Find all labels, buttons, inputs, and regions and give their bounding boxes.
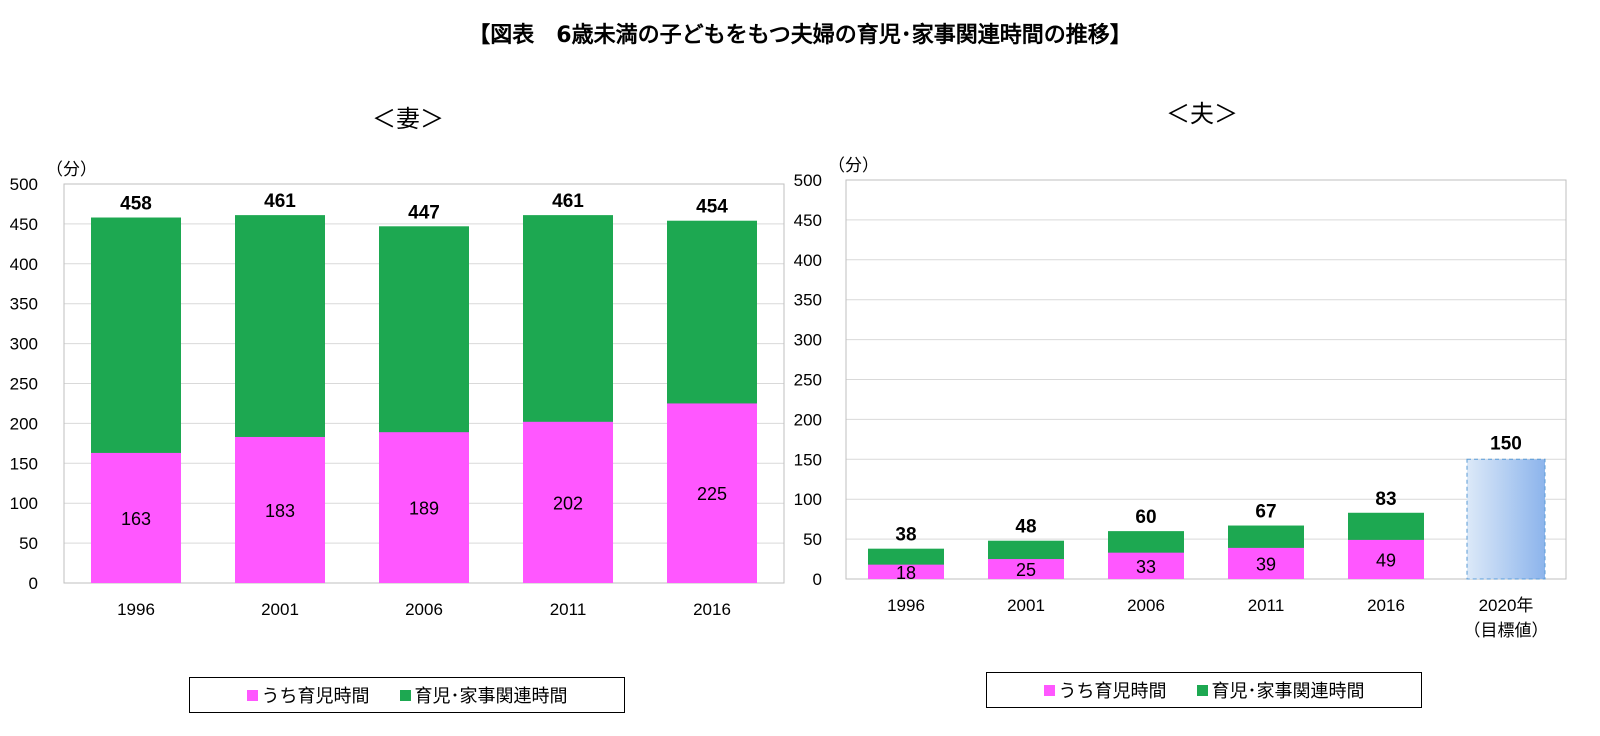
wife-total-value-label: 461 [552, 191, 584, 212]
wife-y-tick-label: 50 [19, 534, 38, 553]
wife-childcare-value-label: 163 [121, 509, 151, 529]
husband-bar-childcare [868, 564, 944, 579]
wife-childcare-value-label: 189 [409, 499, 439, 519]
wife-bar-childcare [379, 432, 469, 583]
husband-plot-frame [845, 179, 1567, 580]
husband-y-tick-label: 500 [794, 171, 822, 190]
husband-unit-label: （分） [828, 156, 879, 176]
husband-x-tick-label: 1996 [887, 596, 925, 615]
wife-y-tick-label: 0 [29, 574, 38, 593]
husband-x-tick-label: 2011 [1248, 596, 1285, 615]
wife-y-tick-label: 400 [10, 255, 38, 274]
husband-y-tick-label: 450 [794, 211, 822, 230]
husband-bar-childcare [1108, 552, 1184, 579]
wife-childcare-value-label: 183 [265, 501, 295, 521]
husband-bar-childcare [988, 559, 1064, 579]
childcare-swatch [246, 689, 258, 701]
wife-x-tick-label: 2016 [693, 600, 731, 619]
husband-x-tick-label: 2020年 [1479, 596, 1534, 615]
husband-y-tick-label: 150 [794, 450, 822, 469]
husband-y-tick-label: 50 [803, 530, 822, 549]
husband-childcare-value-label: 33 [1136, 557, 1156, 577]
wife-legend: うち育児時間 育児･家事関連時間 [189, 677, 625, 713]
wife-total-value-label: 447 [408, 202, 440, 223]
husband-y-tick-label: 200 [794, 410, 822, 429]
husband-total-value-label: 48 [1015, 517, 1036, 538]
wife-legend-total-label: 育児･家事関連時間 [414, 686, 568, 707]
wife-legend-childcare: うち育児時間 [246, 682, 370, 708]
husband-bar-childcare [1228, 547, 1304, 579]
husband-total-value-label: 38 [895, 525, 916, 546]
husband-bar-childcare [1348, 539, 1424, 579]
husband-target-sublabel: （目標値） [1464, 621, 1549, 641]
wife-y-tick-label: 250 [10, 375, 38, 394]
husband-legend-childcare: うち育児時間 [1043, 677, 1167, 703]
wife-legend-childcare-label: うち育児時間 [261, 686, 370, 707]
husband-x-tick-label: 2001 [1007, 596, 1045, 615]
husband-y-tick-label: 300 [794, 331, 822, 350]
wife-y-tick-label: 200 [10, 414, 38, 433]
wife-bar-childcare [667, 403, 757, 583]
wife-x-tick-label: 2011 [550, 600, 587, 619]
husband-total-value-label: 83 [1375, 489, 1396, 510]
husband-legend-childcare-label: うち育児時間 [1058, 681, 1167, 702]
wife-x-tick-label: 1996 [117, 600, 155, 619]
wife-x-tick-label: 2006 [405, 600, 443, 619]
wife-y-tick-label: 100 [10, 494, 38, 513]
wife-total-value-label: 454 [696, 197, 728, 218]
wife-bar-childcare [523, 421, 613, 583]
wife-x-tick-label: 2001 [261, 600, 299, 619]
husband-childcare-value-label: 18 [896, 563, 916, 583]
childcare-swatch [1043, 684, 1055, 696]
husband-y-tick-label: 0 [813, 570, 822, 589]
husband-childcare-value-label: 25 [1016, 560, 1036, 580]
husband-childcare-value-label: 39 [1256, 554, 1276, 574]
husband-legend-total: 育児･家事関連時間 [1196, 677, 1365, 703]
wife-subtitle: ＜妻＞ [372, 105, 444, 133]
wife-legend-total: 育児･家事関連時間 [399, 682, 568, 708]
husband-total-value-label: 67 [1255, 502, 1276, 523]
husband-legend: うち育児時間 育児･家事関連時間 [986, 672, 1422, 708]
husband-total-value-label: 60 [1135, 507, 1156, 528]
husband-y-tick-label: 250 [794, 371, 822, 390]
wife-total-value-label: 458 [120, 194, 152, 215]
chart-main-title: 【図表 6歳未満の子どもをもつ夫婦の育児･家事関連時間の推移】 [468, 23, 1132, 48]
wife-childcare-value-label: 202 [553, 493, 583, 513]
husband-x-tick-label: 2016 [1367, 596, 1405, 615]
wife-y-tick-label: 500 [10, 175, 38, 194]
wife-y-tick-label: 300 [10, 335, 38, 354]
husband-bar-target [1466, 458, 1546, 580]
wife-y-tick-label: 350 [10, 295, 38, 314]
husband-y-tick-label: 400 [794, 251, 822, 270]
husband-x-tick-label: 2006 [1127, 596, 1165, 615]
husband-subtitle: ＜夫＞ [1166, 100, 1238, 128]
husband-childcare-value-label: 49 [1376, 550, 1396, 570]
husband-legend-total-label: 育児･家事関連時間 [1211, 681, 1365, 702]
housework-swatch [1196, 684, 1208, 696]
wife-y-tick-label: 150 [10, 454, 38, 473]
wife-y-tick-label: 450 [10, 215, 38, 234]
wife-childcare-value-label: 225 [697, 484, 727, 504]
wife-bar-childcare [235, 436, 325, 583]
husband-y-tick-label: 350 [794, 291, 822, 310]
husband-y-tick-label: 100 [794, 490, 822, 509]
husband-target-value-label: 150 [1490, 433, 1522, 454]
wife-unit-label: （分） [46, 160, 97, 180]
housework-swatch [399, 689, 411, 701]
wife-bar-childcare [91, 452, 181, 583]
wife-total-value-label: 461 [264, 191, 296, 212]
